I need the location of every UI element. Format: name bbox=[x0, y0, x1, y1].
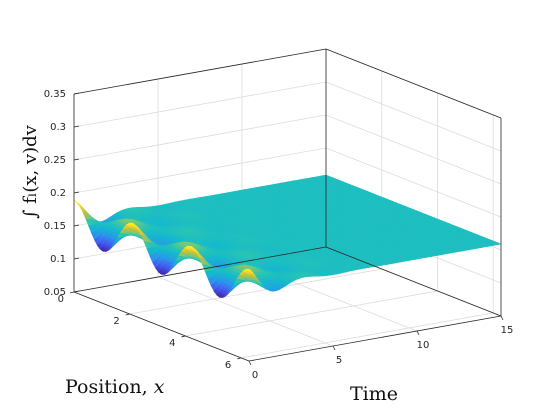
z-tick-label-4: 0.25 bbox=[44, 155, 66, 166]
surface-layer bbox=[73, 174, 503, 298]
box-edge-6 bbox=[73, 246, 327, 293]
x-tick-label-1: 2 bbox=[113, 316, 119, 327]
time-axis-label: Time bbox=[350, 383, 398, 405]
x-axis-label: Position, x bbox=[65, 376, 165, 398]
z-tick-label-2: 0.15 bbox=[44, 221, 66, 232]
surface-patch bbox=[73, 200, 78, 203]
z-tick-label-0: 0.05 bbox=[44, 287, 66, 298]
z-tick-mark-4 bbox=[73, 158, 80, 161]
t-tick-mark-1 bbox=[332, 345, 336, 351]
box-edge-4 bbox=[325, 48, 502, 119]
axes-layer bbox=[73, 48, 502, 362]
z-tick-mark-2 bbox=[73, 224, 80, 227]
box-edge-1 bbox=[248, 315, 502, 362]
z-grid-line-6 bbox=[73, 48, 502, 119]
t-tick-label-2: 10 bbox=[417, 340, 430, 351]
t-tick-label-0: 0 bbox=[252, 370, 258, 381]
box-edge-8 bbox=[325, 246, 502, 317]
x-tick-label-2: 4 bbox=[169, 338, 175, 349]
surface-patch bbox=[219, 296, 224, 298]
z-tick-label-5: 0.3 bbox=[50, 122, 66, 133]
z-tick-mark-0 bbox=[73, 290, 80, 293]
axis-labels: Position, x Time ∫ fₗ(x, v)dv bbox=[20, 124, 398, 405]
z-tick-mark-6 bbox=[73, 92, 80, 95]
x-tick-mark-0 bbox=[69, 291, 75, 294]
z-tick-label-3: 0.2 bbox=[50, 188, 66, 199]
t-tick-mark-2 bbox=[416, 330, 420, 336]
x-tick-label-0: 0 bbox=[58, 294, 64, 305]
z-tick-mark-1 bbox=[73, 257, 80, 260]
x-tick-label-3: 6 bbox=[225, 360, 231, 371]
x-tick-mark-3 bbox=[237, 357, 242, 360]
t-tick-label-3: 15 bbox=[501, 325, 514, 336]
t-tick-mark-0 bbox=[248, 360, 252, 366]
z-tick-mark-3 bbox=[73, 191, 80, 194]
x-tick-mark-1 bbox=[125, 313, 130, 316]
box-edge-0 bbox=[73, 291, 250, 362]
t-tick-mark-3 bbox=[500, 315, 504, 321]
x-tick-mark-2 bbox=[181, 335, 186, 338]
z-tick-label-1: 0.1 bbox=[50, 254, 66, 265]
box-edge-3 bbox=[73, 48, 327, 95]
tick-labels: 0.05 0.1 0.15 0.2 0.25 0.3 0.35 0 2 4 6 0 5 10 15 bbox=[44, 89, 514, 381]
t-tick-label-1: 5 bbox=[336, 355, 342, 366]
z-axis-label: ∫ fₗ(x, v)dv bbox=[20, 124, 41, 218]
z-tick-mark-5 bbox=[73, 125, 80, 128]
z-tick-label-6: 0.35 bbox=[44, 89, 66, 100]
